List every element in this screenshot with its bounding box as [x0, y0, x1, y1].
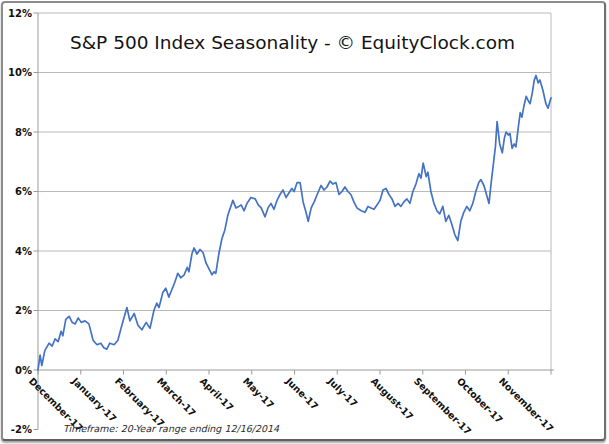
- y-axis-label: -2%: [3, 423, 32, 436]
- y-axis-label: 12%: [3, 7, 32, 20]
- y-axis-label: 6%: [3, 185, 32, 198]
- timeframe-note: Timeframe: 20-Year range ending 12/16/20…: [63, 423, 279, 434]
- y-axis-label: 0%: [3, 364, 32, 377]
- y-axis-label: 10%: [3, 66, 32, 79]
- plot-area: [3, 3, 604, 439]
- y-axis-label: 4%: [3, 245, 32, 258]
- y-axis-label: 8%: [3, 126, 32, 139]
- series-line: [38, 76, 551, 371]
- chart-frame: S&P 500 Index Seasonality - © EquityCloc…: [1, 1, 606, 441]
- y-axis-label: 2%: [3, 304, 32, 317]
